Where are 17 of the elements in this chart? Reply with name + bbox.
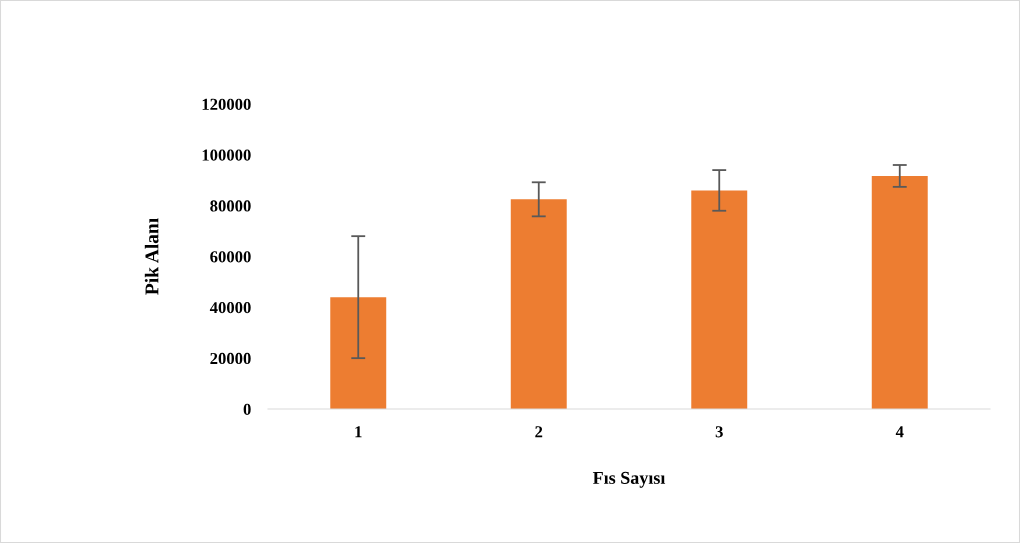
bar (510, 199, 567, 409)
bar (871, 175, 928, 409)
y-tick-label: 80000 (210, 200, 251, 212)
y-tick-label: 100000 (202, 149, 251, 161)
x-tick-label: 4 (895, 426, 904, 438)
y-tick-label: 40000 (209, 302, 251, 314)
bar (691, 190, 748, 409)
y-axis-title: Pik Alanı (144, 218, 159, 295)
y-tick-label: 20000 (210, 352, 251, 365)
y-tick-label: 60000 (210, 251, 251, 263)
x-tick-label: 3 (715, 426, 723, 438)
y-tick-label: 120000 (202, 98, 251, 110)
x-axis-title: Fıs Sayısı (592, 471, 666, 488)
x-tick-label: 1 (355, 426, 362, 438)
x-tick-label: 2 (535, 426, 543, 438)
y-tick-label: 0 (243, 403, 251, 415)
bar (330, 297, 387, 409)
